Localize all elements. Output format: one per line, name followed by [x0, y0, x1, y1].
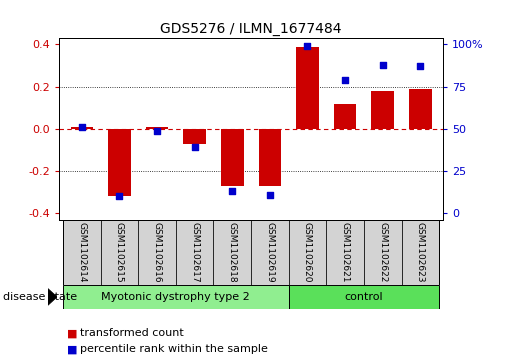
- Bar: [63, 285, 289, 309]
- Bar: [251, 220, 289, 285]
- Bar: [409, 89, 432, 129]
- Title: GDS5276 / ILMN_1677484: GDS5276 / ILMN_1677484: [160, 22, 342, 36]
- Text: GSM1102617: GSM1102617: [190, 222, 199, 283]
- Text: GSM1102615: GSM1102615: [115, 222, 124, 283]
- Bar: [364, 220, 402, 285]
- Bar: [108, 129, 131, 196]
- Point: [191, 144, 199, 150]
- Bar: [183, 129, 206, 144]
- Text: GSM1102620: GSM1102620: [303, 222, 312, 282]
- Point: [416, 64, 424, 69]
- Point: [228, 188, 236, 194]
- Bar: [138, 220, 176, 285]
- Text: GSM1102616: GSM1102616: [152, 222, 162, 283]
- Point: [303, 43, 312, 49]
- Text: GSM1102621: GSM1102621: [340, 222, 350, 282]
- Text: GSM1102623: GSM1102623: [416, 222, 425, 282]
- Bar: [63, 220, 100, 285]
- Text: GSM1102619: GSM1102619: [265, 222, 274, 283]
- Text: transformed count: transformed count: [80, 328, 183, 338]
- Bar: [221, 129, 244, 186]
- Text: percentile rank within the sample: percentile rank within the sample: [80, 344, 268, 354]
- Text: GSM1102614: GSM1102614: [77, 222, 87, 282]
- Bar: [289, 285, 439, 309]
- Point: [78, 124, 86, 130]
- Text: ■: ■: [67, 328, 77, 338]
- Bar: [327, 220, 364, 285]
- Point: [115, 193, 124, 199]
- Point: [341, 77, 349, 83]
- Point: [379, 62, 387, 68]
- Point: [153, 128, 161, 134]
- Text: GSM1102618: GSM1102618: [228, 222, 237, 283]
- Text: disease state: disease state: [3, 292, 77, 302]
- Bar: [100, 220, 138, 285]
- Bar: [296, 46, 319, 129]
- Text: ■: ■: [67, 344, 77, 354]
- Polygon shape: [48, 289, 57, 305]
- Bar: [402, 220, 439, 285]
- Text: control: control: [345, 292, 383, 302]
- Bar: [259, 129, 281, 186]
- Bar: [213, 220, 251, 285]
- Bar: [334, 103, 356, 129]
- Point: [266, 192, 274, 197]
- Bar: [289, 220, 327, 285]
- Bar: [371, 91, 394, 129]
- Bar: [146, 127, 168, 129]
- Text: Myotonic dystrophy type 2: Myotonic dystrophy type 2: [101, 292, 250, 302]
- Text: GSM1102622: GSM1102622: [378, 222, 387, 282]
- Bar: [71, 127, 93, 129]
- Bar: [176, 220, 213, 285]
